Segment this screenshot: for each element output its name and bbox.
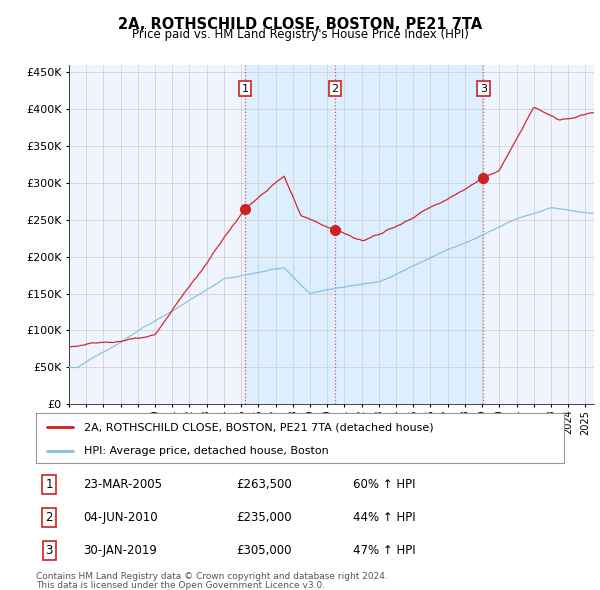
Text: 2: 2 xyxy=(331,84,338,93)
Text: 3: 3 xyxy=(46,544,53,558)
Text: 44% ↑ HPI: 44% ↑ HPI xyxy=(353,511,415,525)
Text: Price paid vs. HM Land Registry's House Price Index (HPI): Price paid vs. HM Land Registry's House … xyxy=(131,28,469,41)
Text: 1: 1 xyxy=(241,84,248,93)
Text: £235,000: £235,000 xyxy=(236,511,292,525)
Text: This data is licensed under the Open Government Licence v3.0.: This data is licensed under the Open Gov… xyxy=(36,581,325,590)
Text: £305,000: £305,000 xyxy=(236,544,292,558)
Text: 1: 1 xyxy=(46,478,53,491)
Text: 60% ↑ HPI: 60% ↑ HPI xyxy=(353,478,415,491)
Text: 23-MAR-2005: 23-MAR-2005 xyxy=(83,478,163,491)
Text: 04-JUN-2010: 04-JUN-2010 xyxy=(83,511,158,525)
Text: 2A, ROTHSCHILD CLOSE, BOSTON, PE21 7TA: 2A, ROTHSCHILD CLOSE, BOSTON, PE21 7TA xyxy=(118,17,482,31)
Bar xyxy=(335,65,484,404)
Text: 3: 3 xyxy=(480,84,487,93)
Bar xyxy=(245,65,335,404)
Text: Contains HM Land Registry data © Crown copyright and database right 2024.: Contains HM Land Registry data © Crown c… xyxy=(36,572,388,581)
Text: 30-JAN-2019: 30-JAN-2019 xyxy=(83,544,157,558)
Text: 2A, ROTHSCHILD CLOSE, BOSTON, PE21 7TA (detached house): 2A, ROTHSCHILD CLOSE, BOSTON, PE21 7TA (… xyxy=(83,422,433,432)
Text: £263,500: £263,500 xyxy=(236,478,292,491)
Text: HPI: Average price, detached house, Boston: HPI: Average price, detached house, Bost… xyxy=(83,445,328,455)
Text: 2: 2 xyxy=(46,511,53,525)
Text: 47% ↑ HPI: 47% ↑ HPI xyxy=(353,544,415,558)
